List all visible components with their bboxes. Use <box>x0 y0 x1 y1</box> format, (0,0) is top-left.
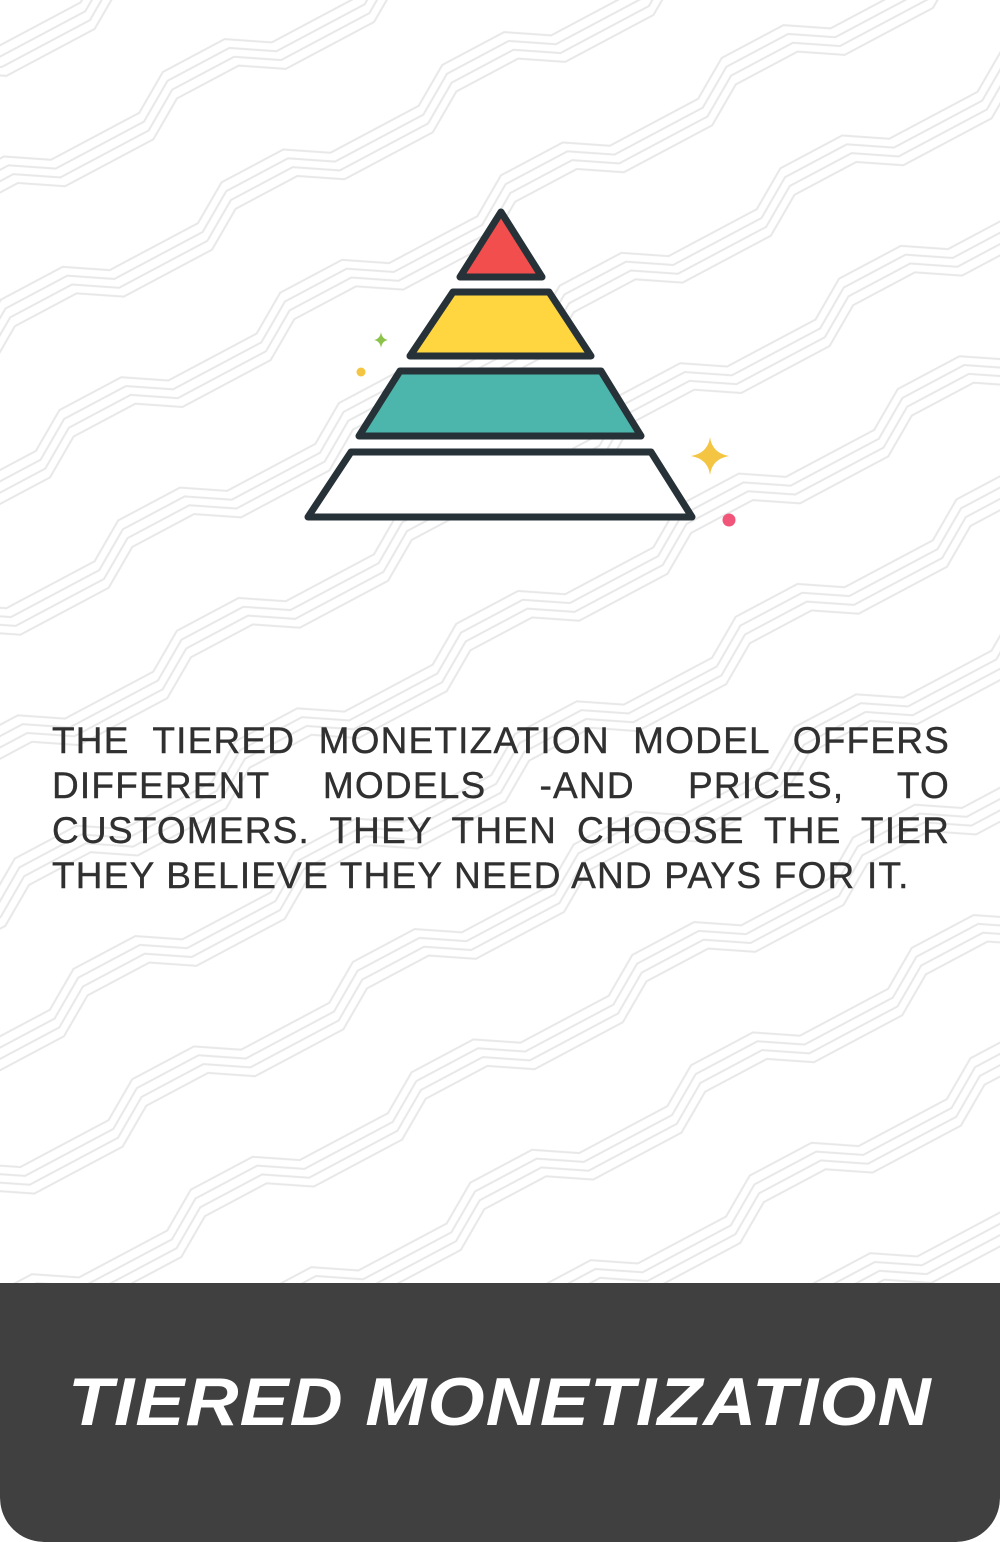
dot-yellow-icon <box>356 367 366 377</box>
dot-pink-icon <box>722 513 736 527</box>
description-text: THE TIERED MONETIZATION MODEL OFFERS DIF… <box>52 720 950 896</box>
pyramid-icon <box>304 208 736 527</box>
footer-banner: TIERED MONETIZATION <box>0 1283 1000 1542</box>
zigzag-background-pattern <box>0 0 1000 1290</box>
pyramid-tier-third <box>355 367 645 440</box>
pyramid-tier-top <box>456 208 546 281</box>
pyramid-tier-bottom <box>304 448 696 521</box>
sparkle-green-icon <box>374 332 388 348</box>
pyramid-tier-second <box>406 288 595 360</box>
sparkle-yellow-icon <box>691 437 729 475</box>
footer-title: TIERED MONETIZATION <box>68 1363 932 1440</box>
